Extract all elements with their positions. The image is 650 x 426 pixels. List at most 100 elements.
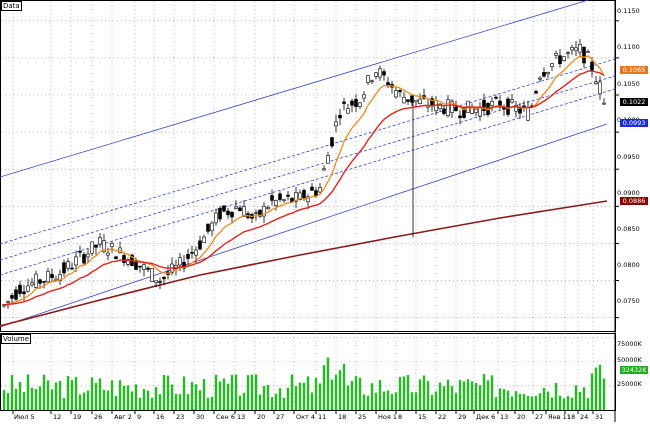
candle-body xyxy=(578,44,582,53)
x-tick-label: 8 xyxy=(398,413,403,421)
candle-body xyxy=(230,211,234,218)
volume-bar xyxy=(298,382,302,410)
y-tick-label: 0.0800 xyxy=(617,261,640,269)
volume-bar xyxy=(326,357,330,410)
candle-body xyxy=(346,108,350,114)
price-tag-last: 0.1022 xyxy=(620,98,648,106)
candle-body xyxy=(278,193,282,200)
x-tick-label: 20 xyxy=(257,413,266,421)
volume-bar xyxy=(210,396,214,410)
volume-bar xyxy=(498,388,502,410)
candle-body xyxy=(98,237,102,245)
x-tick-label: 31 xyxy=(595,413,604,421)
candle-body xyxy=(270,195,274,201)
volume-tag: 32432K xyxy=(620,366,648,374)
candle-body xyxy=(354,99,358,108)
candle-body xyxy=(218,208,222,220)
price-pane-label: Data xyxy=(1,1,22,11)
candle-body xyxy=(598,81,602,95)
volume-bar xyxy=(142,388,146,410)
candle-body xyxy=(490,101,494,106)
candle-body xyxy=(542,72,546,77)
volume-bar xyxy=(170,384,174,410)
candle-body xyxy=(298,192,302,201)
ma-long-line xyxy=(0,200,608,327)
candle-body xyxy=(550,63,554,67)
candle-body xyxy=(398,90,402,93)
candle-body xyxy=(526,107,530,121)
candle-body xyxy=(534,91,538,94)
candle-body xyxy=(78,250,82,253)
candle-body xyxy=(234,206,238,209)
volume-bar xyxy=(90,377,94,410)
volume-bar xyxy=(262,385,266,410)
volume-bar xyxy=(66,375,70,410)
candle-body xyxy=(262,206,266,217)
x-tick-label: Июл 5 xyxy=(14,413,35,421)
candle-body xyxy=(370,80,374,83)
volume-bar xyxy=(450,386,454,410)
volume-tick-label: 50000K xyxy=(617,356,642,364)
volume-tick-label: 25000K xyxy=(617,380,642,388)
y-tick-label: 0.0850 xyxy=(617,225,640,233)
volume-bar xyxy=(570,397,574,410)
x-tick-label: Окт 4 xyxy=(296,413,316,421)
regression-channel-line xyxy=(0,75,616,261)
candle-body xyxy=(86,253,90,258)
volume-bar xyxy=(330,379,334,410)
y-tick-label: 0.1150 xyxy=(617,7,640,15)
candle-body xyxy=(558,55,562,64)
volume-bar xyxy=(14,388,18,410)
x-tick-label: 22 xyxy=(438,413,447,421)
volume-bar xyxy=(358,377,362,410)
candle-body xyxy=(158,281,162,283)
volume-bar xyxy=(134,384,138,410)
candle-body xyxy=(62,262,66,274)
volume-bar xyxy=(518,393,522,410)
volume-bar xyxy=(10,375,14,410)
volume-bar xyxy=(198,390,202,410)
candle-body xyxy=(210,222,214,232)
volume-pane-label: Volume xyxy=(1,334,32,344)
volume-bar xyxy=(394,392,398,410)
volume-bar xyxy=(574,385,578,410)
candle-body xyxy=(562,56,566,61)
candle-body xyxy=(66,261,70,269)
volume-bar xyxy=(166,375,170,410)
volume-bar xyxy=(514,391,518,410)
volume-bar xyxy=(286,387,290,410)
price-pane-frame xyxy=(0,0,616,332)
volume-bar xyxy=(278,388,282,410)
candle-body xyxy=(582,46,586,64)
volume-bar xyxy=(194,384,198,410)
candle-body xyxy=(546,72,550,75)
volume-bar xyxy=(378,380,382,410)
volume-bar xyxy=(102,389,106,410)
x-tick-label: 18 xyxy=(567,413,576,421)
volume-bar xyxy=(362,394,366,410)
candle-body xyxy=(74,256,78,266)
candle-body xyxy=(326,155,330,164)
candle-body xyxy=(494,96,498,99)
volume-bar xyxy=(478,385,482,410)
candle-body xyxy=(114,256,118,260)
candle-body xyxy=(518,108,522,114)
volume-bar xyxy=(234,374,238,410)
regression-channel-line xyxy=(0,123,608,328)
volume-bar xyxy=(470,381,474,410)
volume-bar xyxy=(258,394,262,410)
volume-bar xyxy=(302,382,306,410)
volume-bar xyxy=(18,381,22,410)
volume-bar xyxy=(370,383,374,410)
volume-bar xyxy=(174,393,178,410)
ema-fast-line xyxy=(3,54,605,306)
volume-bar xyxy=(78,394,82,410)
volume-bar xyxy=(526,395,530,410)
volume-bar xyxy=(138,397,142,410)
candle-body xyxy=(566,52,570,54)
volume-bar xyxy=(454,392,458,410)
volume-bar xyxy=(46,380,50,410)
price-tag-channel: 0.0993 xyxy=(620,119,648,127)
x-tick-label: 27 xyxy=(276,413,285,421)
